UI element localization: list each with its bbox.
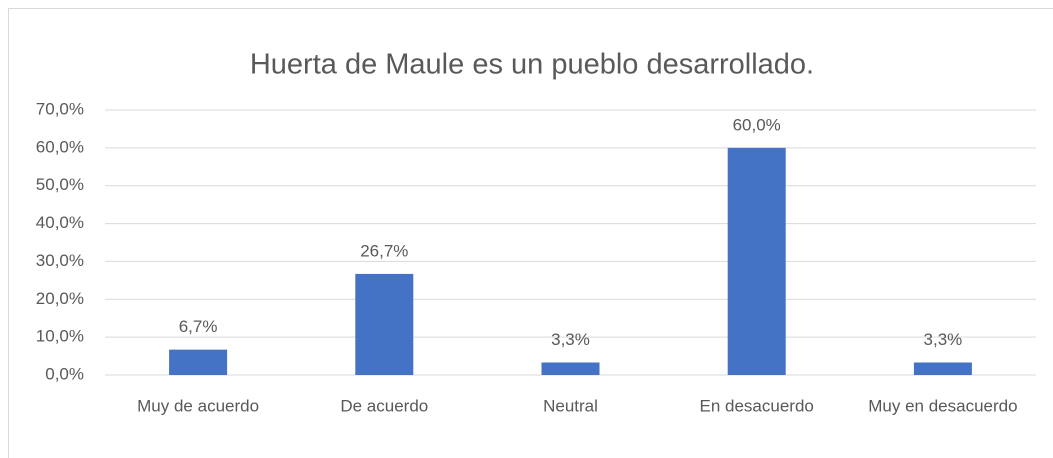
bar bbox=[355, 273, 414, 375]
chart-title: Huerta de Maule es un pueblo desarrollad… bbox=[250, 49, 814, 81]
x-tick-label: En desacuerdo bbox=[700, 396, 814, 415]
y-tick-label: 20,0% bbox=[36, 289, 84, 308]
y-tick-label: 60,0% bbox=[36, 137, 84, 156]
x-tick-label: De acuerdo bbox=[340, 396, 428, 415]
y-tick-label: 0,0% bbox=[45, 364, 84, 383]
x-tick-label: Neutral bbox=[543, 396, 598, 415]
y-tick-label: 50,0% bbox=[36, 175, 84, 194]
y-tick-label: 30,0% bbox=[36, 251, 84, 270]
bar bbox=[541, 362, 600, 375]
data-label: 3,3% bbox=[924, 330, 963, 349]
y-tick-label: 70,0% bbox=[36, 99, 84, 118]
x-tick-label: Muy en desacuerdo bbox=[868, 396, 1017, 415]
bar bbox=[169, 349, 228, 375]
x-tick-label: Muy de acuerdo bbox=[137, 396, 259, 415]
y-tick-label: 10,0% bbox=[36, 327, 84, 346]
data-label: 3,3% bbox=[551, 330, 590, 349]
data-label: 60,0% bbox=[733, 115, 781, 134]
chart-border bbox=[8, 8, 1053, 458]
y-tick-label: 40,0% bbox=[36, 213, 84, 232]
data-label: 6,7% bbox=[179, 317, 218, 336]
bar bbox=[913, 362, 972, 375]
bar bbox=[727, 147, 786, 375]
data-label: 26,7% bbox=[360, 241, 408, 260]
